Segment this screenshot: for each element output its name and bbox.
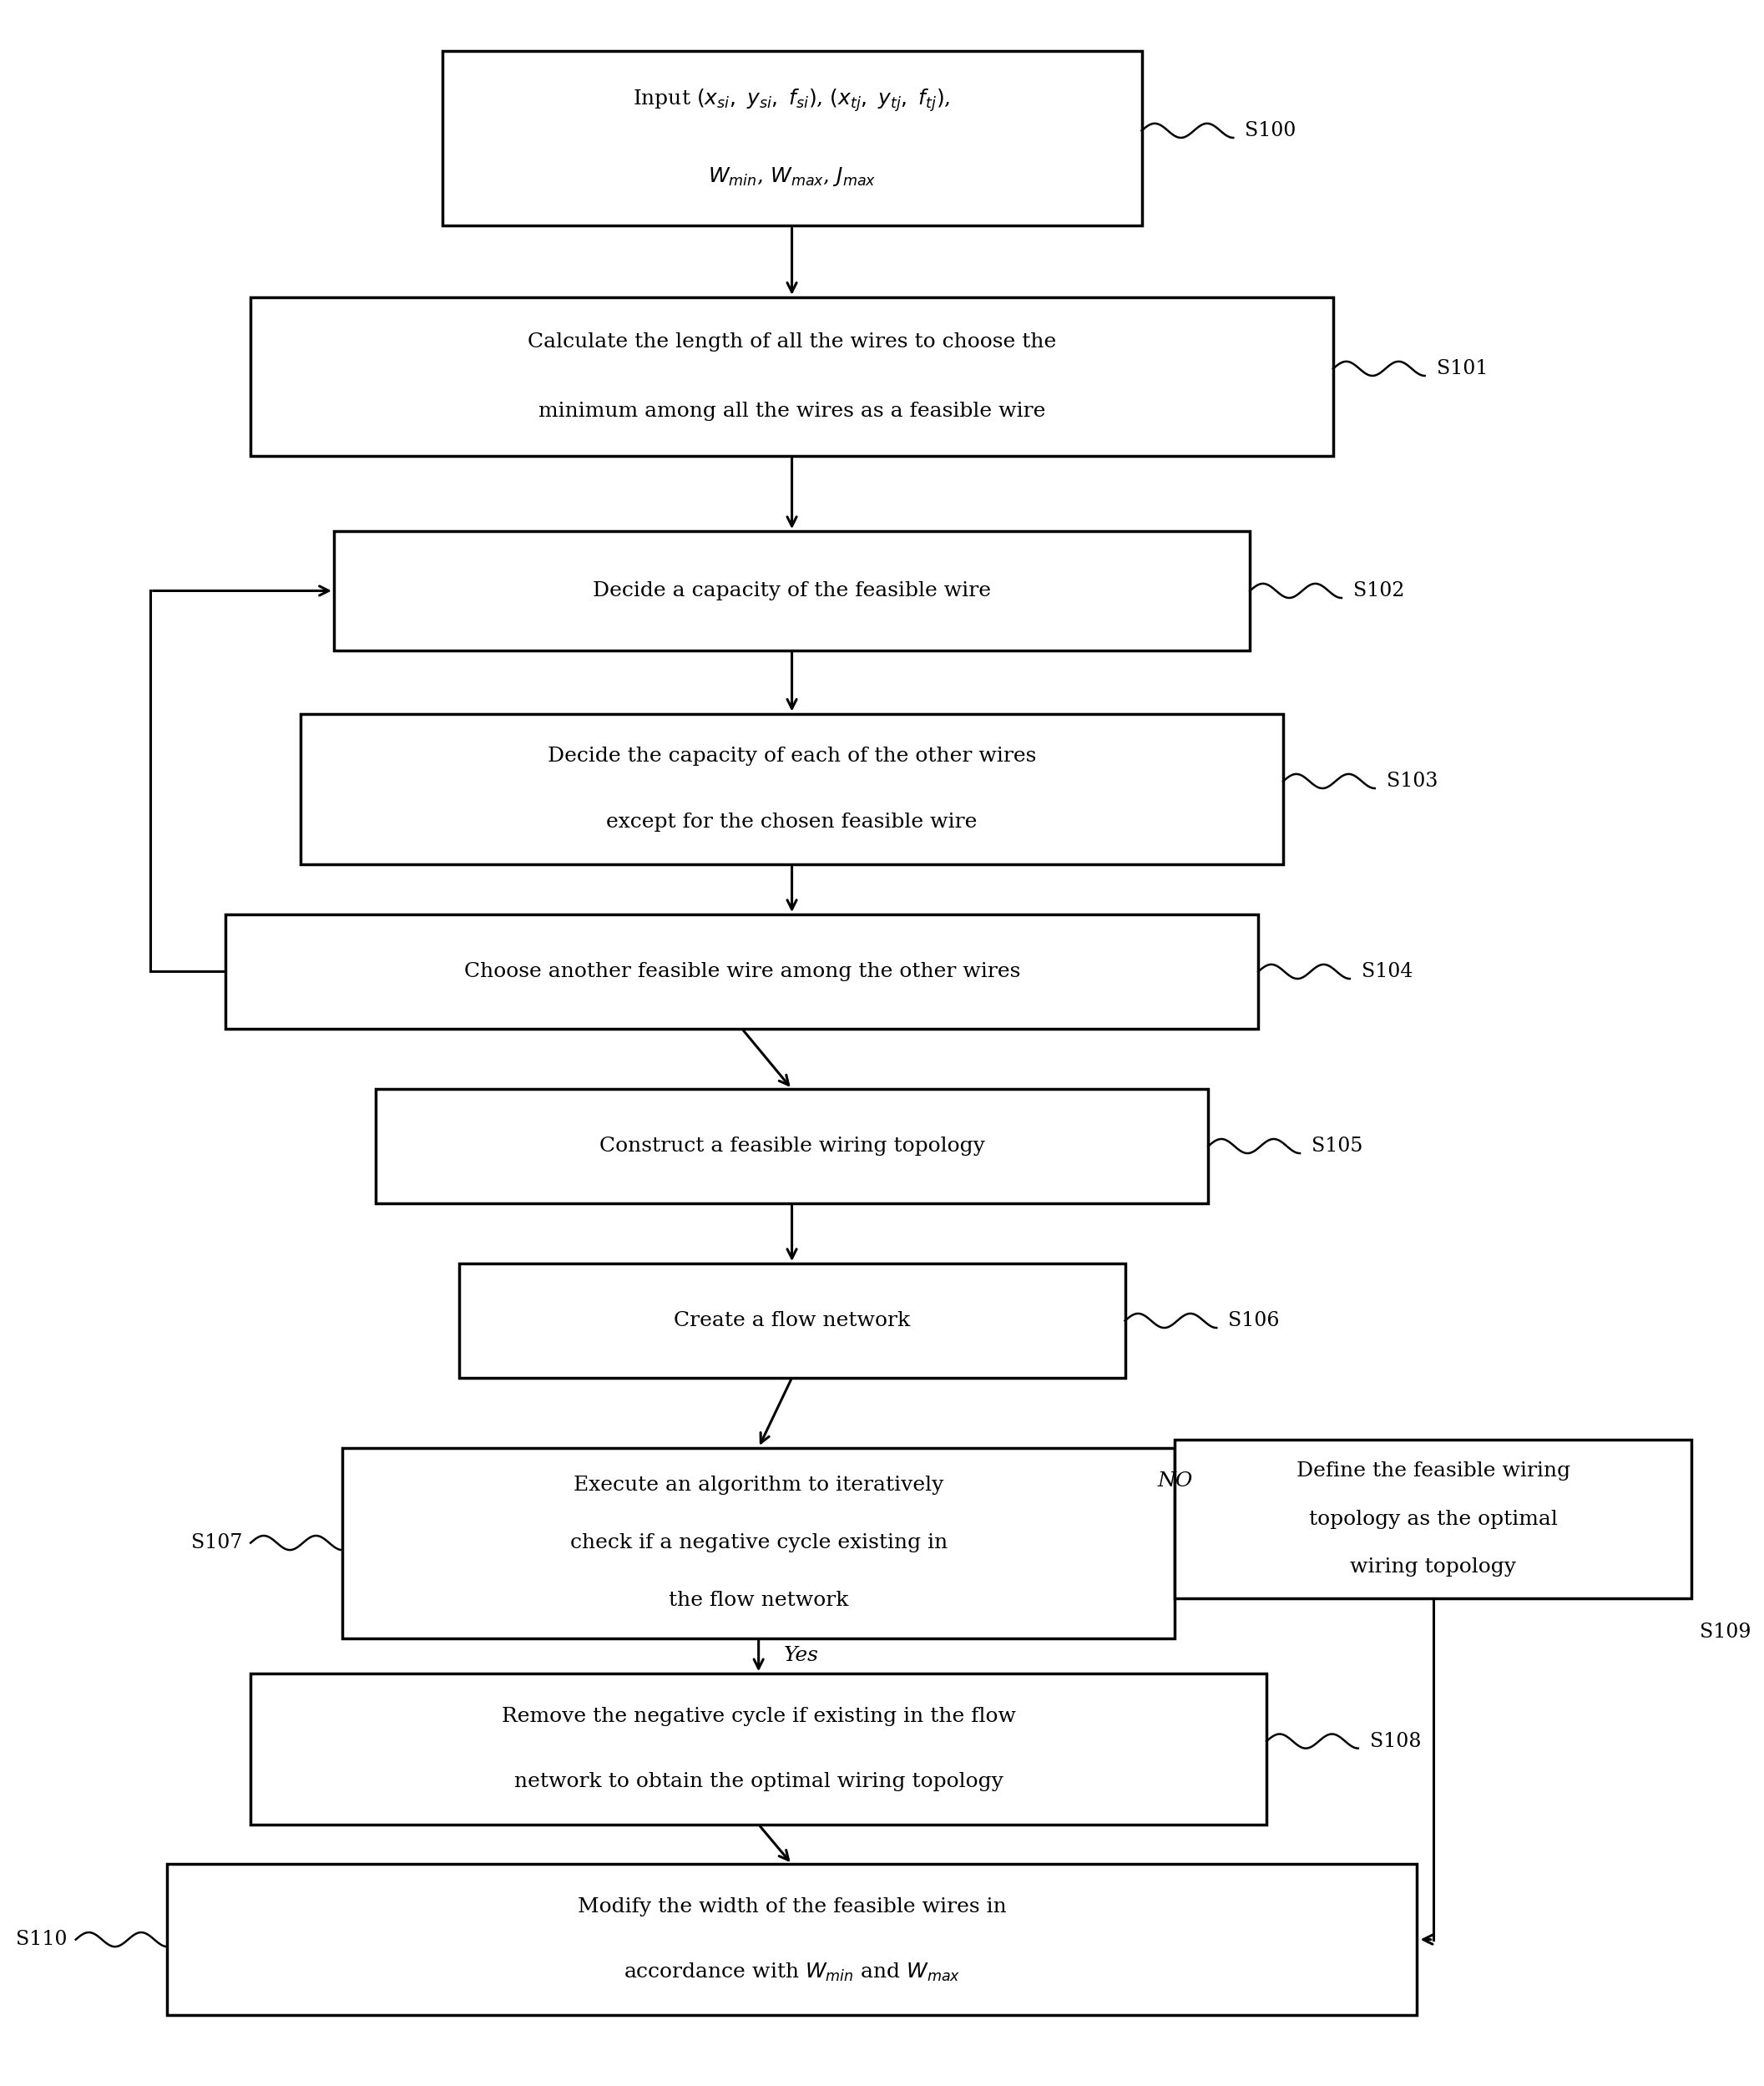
Text: wiring topology: wiring topology bbox=[1349, 1558, 1517, 1577]
Text: S100: S100 bbox=[1245, 121, 1297, 140]
Text: $W_{min}$, $W_{max}$, $J_{max}$: $W_{min}$, $W_{max}$, $J_{max}$ bbox=[707, 165, 877, 188]
Text: Remove the negative cycle if existing in the flow: Remove the negative cycle if existing in… bbox=[501, 1706, 1016, 1725]
Text: except for the chosen feasible wire: except for the chosen feasible wire bbox=[607, 811, 977, 832]
Text: S102: S102 bbox=[1353, 582, 1404, 601]
Bar bbox=[333, 532, 1251, 651]
Text: check if a negative cycle existing in: check if a negative cycle existing in bbox=[570, 1533, 947, 1552]
Text: S105: S105 bbox=[1311, 1137, 1364, 1156]
Bar bbox=[300, 713, 1282, 864]
Text: Define the feasible wiring: Define the feasible wiring bbox=[1297, 1462, 1570, 1481]
Text: S107: S107 bbox=[191, 1533, 242, 1552]
Text: Choose another feasible wire among the other wires: Choose another feasible wire among the o… bbox=[464, 962, 1020, 980]
Bar bbox=[226, 914, 1258, 1028]
Bar bbox=[342, 1448, 1175, 1638]
Bar bbox=[1175, 1439, 1692, 1598]
Bar bbox=[250, 1673, 1267, 1825]
Text: S110: S110 bbox=[16, 1930, 67, 1948]
Bar bbox=[376, 1089, 1208, 1204]
Text: Input $(x_{si},\ y_{si},\ f_{si})$, $(x_{tj},\ y_{tj},\ f_{tj})$,: Input $(x_{si},\ y_{si},\ f_{si})$, $(x_… bbox=[633, 88, 951, 115]
Text: Decide a capacity of the feasible wire: Decide a capacity of the feasible wire bbox=[593, 582, 991, 601]
Text: Create a flow network: Create a flow network bbox=[674, 1312, 910, 1331]
Text: Calculate the length of all the wires to choose the: Calculate the length of all the wires to… bbox=[527, 332, 1057, 353]
Bar bbox=[443, 52, 1141, 225]
Bar bbox=[250, 296, 1334, 457]
Bar bbox=[168, 1865, 1416, 2015]
Text: Decide the capacity of each of the other wires: Decide the capacity of each of the other… bbox=[547, 747, 1035, 766]
Text: S108: S108 bbox=[1371, 1731, 1422, 1750]
Text: NO: NO bbox=[1157, 1471, 1192, 1491]
Text: network to obtain the optimal wiring topology: network to obtain the optimal wiring top… bbox=[513, 1773, 1004, 1792]
Text: S104: S104 bbox=[1362, 962, 1413, 980]
Text: S106: S106 bbox=[1228, 1312, 1279, 1331]
Text: topology as the optimal: topology as the optimal bbox=[1309, 1510, 1558, 1529]
Text: Modify the width of the feasible wires in: Modify the width of the feasible wires i… bbox=[577, 1896, 1005, 1917]
Text: accordance with $W_{min}$ and $W_{max}$: accordance with $W_{min}$ and $W_{max}$ bbox=[623, 1961, 960, 1984]
Text: Construct a feasible wiring topology: Construct a feasible wiring topology bbox=[600, 1137, 984, 1156]
Text: S109: S109 bbox=[1699, 1623, 1752, 1642]
Text: S103: S103 bbox=[1387, 772, 1438, 791]
Text: Yes: Yes bbox=[783, 1646, 818, 1665]
Text: S101: S101 bbox=[1436, 359, 1487, 378]
Bar bbox=[459, 1264, 1125, 1379]
Text: minimum among all the wires as a feasible wire: minimum among all the wires as a feasibl… bbox=[538, 401, 1046, 421]
Text: Execute an algorithm to iteratively: Execute an algorithm to iteratively bbox=[573, 1475, 944, 1496]
Text: the flow network: the flow network bbox=[669, 1592, 848, 1610]
